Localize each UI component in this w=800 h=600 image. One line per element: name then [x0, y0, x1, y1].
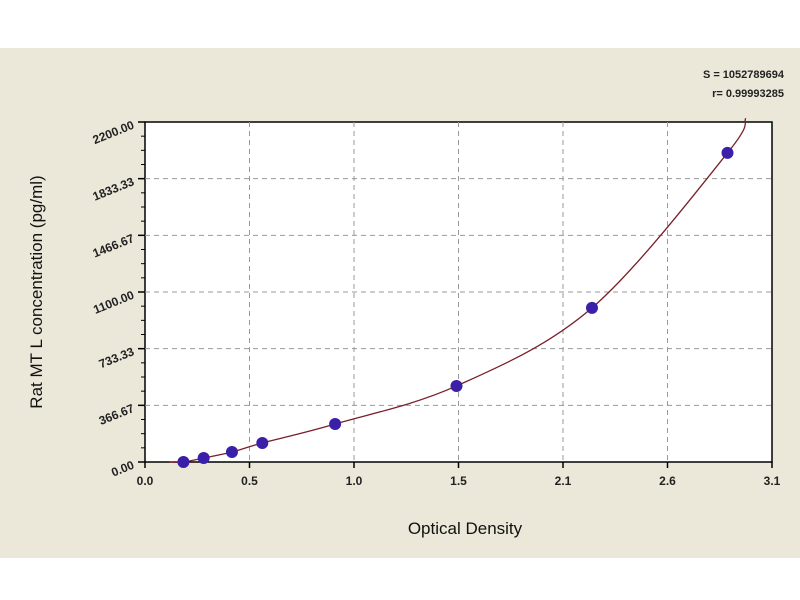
data-point	[721, 146, 734, 159]
annotation-s: S = 1052789694	[703, 69, 785, 81]
y-tick-label: 2200.00	[91, 118, 137, 147]
x-tick-label: 0.5	[241, 474, 258, 488]
y-tick-label: 1100.00	[91, 288, 136, 317]
y-tick-label: 366.67	[97, 401, 137, 428]
data-point	[197, 451, 210, 464]
y-tick-label: 1833.33	[91, 174, 137, 203]
data-point	[225, 445, 238, 458]
data-point	[585, 301, 598, 314]
y-tick-label: 0.00	[109, 458, 136, 480]
x-tick-label: 0.0	[137, 474, 154, 488]
annotation-r: r= 0.99993285	[712, 88, 784, 100]
chart-container: 0.0 0.5 1.0 1.5 2.1 2.6 3.1 0.00 366.67 733.33 110…	[0, 48, 800, 558]
x-tick-label: 1.5	[450, 474, 467, 488]
y-tick-label: 1466.67	[91, 231, 137, 260]
data-point	[450, 379, 463, 392]
data-point	[177, 456, 190, 468]
x-tick-label: 2.1	[555, 474, 572, 488]
x-axis-label: Optical Density	[408, 519, 523, 538]
x-tick-label: 2.6	[659, 474, 676, 488]
y-axis-label: Rat MT L concentration (pg/ml)	[27, 175, 46, 408]
data-point	[329, 417, 342, 430]
data-point	[256, 436, 269, 449]
chart: 0.0 0.5 1.0 1.5 2.1 2.6 3.1 0.00 366.67 733.33 110…	[27, 69, 785, 538]
x-tick-label: 1.0	[346, 474, 363, 488]
x-tick-label: 3.1	[764, 474, 781, 488]
y-tick-label: 733.33	[97, 344, 137, 371]
